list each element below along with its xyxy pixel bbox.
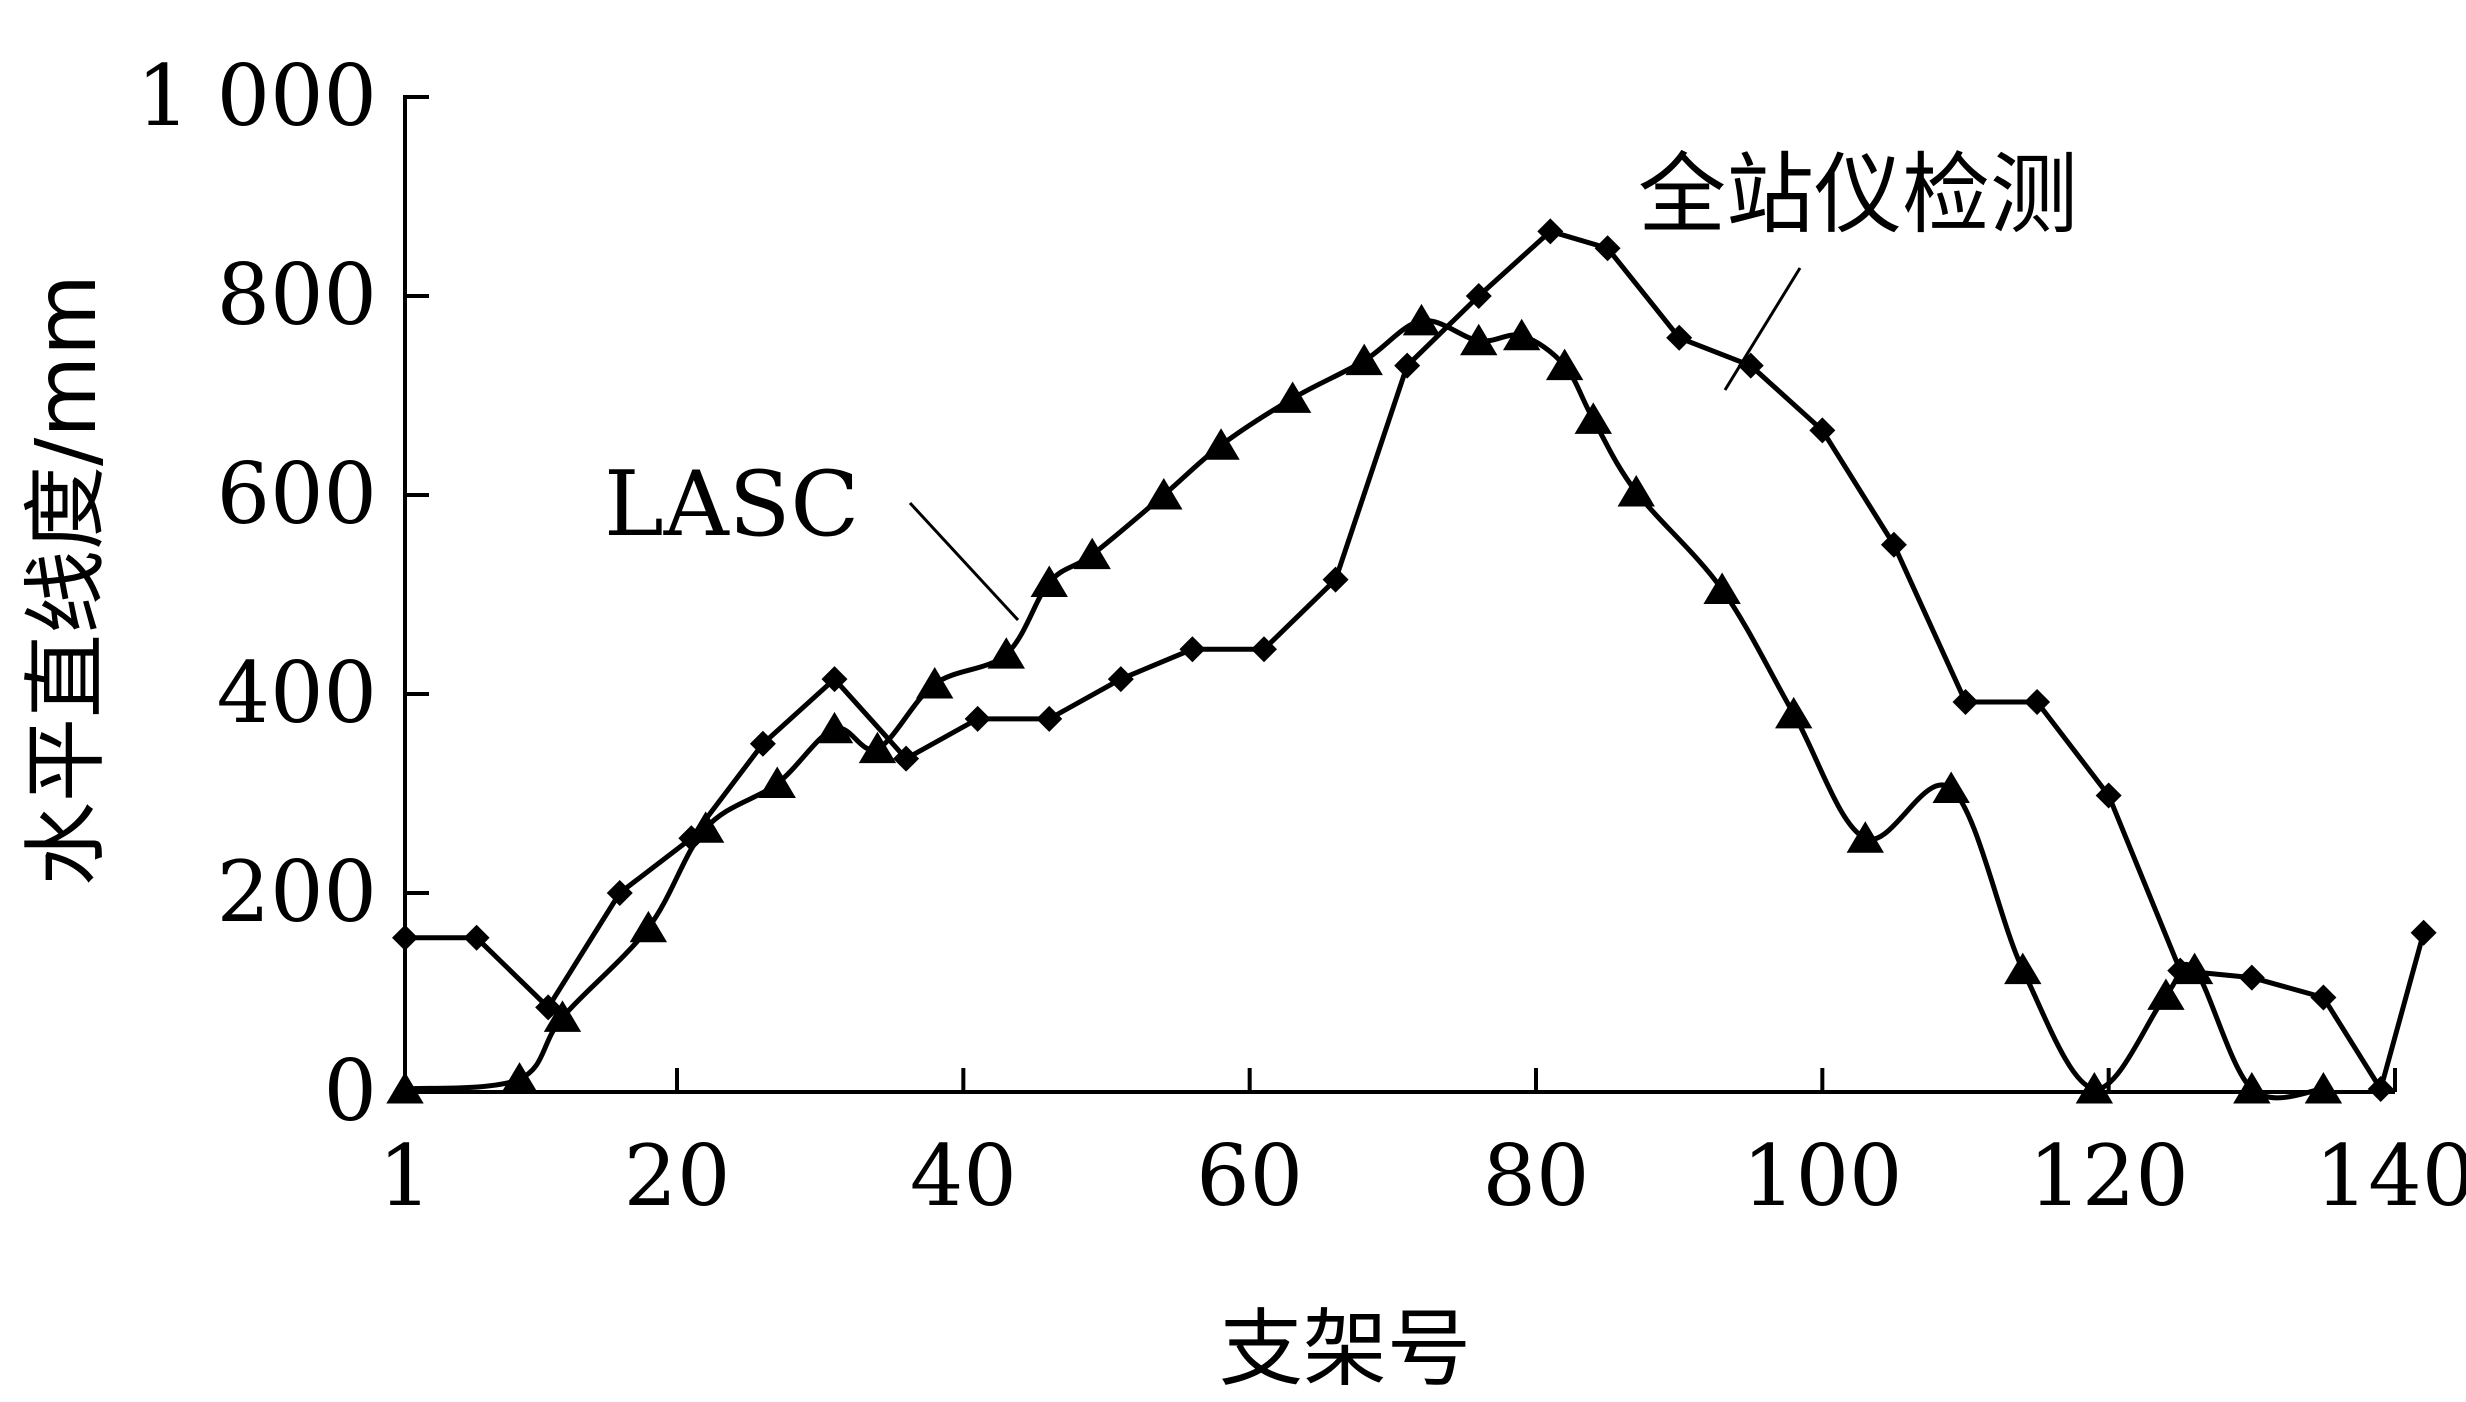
x-tick-label: 60 xyxy=(1196,1127,1303,1225)
y-ticks: 0 200 400 600 800 1 000 xyxy=(137,47,429,1140)
data-point-triangle xyxy=(1460,323,1498,356)
data-point-triangle xyxy=(2175,952,2214,985)
y-tick-label: 1 000 xyxy=(137,47,377,145)
data-point-triangle xyxy=(1402,303,1441,336)
data-point-triangle xyxy=(1703,572,1741,604)
annotation-lasc: LASC xyxy=(604,452,859,557)
y-tick-label: 200 xyxy=(217,843,377,941)
series-line xyxy=(405,228,2427,1092)
series-layer xyxy=(386,218,2437,1104)
data-point-triangle xyxy=(1545,348,1584,381)
data-point-diamond xyxy=(2367,1076,2394,1103)
data-point-triangle xyxy=(987,637,1025,669)
data-point-triangle xyxy=(1932,771,1970,803)
data-point-diamond xyxy=(2310,984,2337,1011)
data-point-triangle xyxy=(1775,696,1813,729)
data-point-diamond xyxy=(1952,688,1979,715)
y-tick-label: 800 xyxy=(217,246,377,344)
series-total-station xyxy=(392,218,2437,1103)
data-point-triangle xyxy=(1145,478,1183,510)
data-point-triangle xyxy=(2004,952,2042,985)
x-tick-label: 20 xyxy=(624,1127,731,1225)
data-point-triangle xyxy=(686,811,725,843)
annotation-total-station: 全站仪检测 xyxy=(1638,143,2078,246)
data-point-triangle xyxy=(500,1062,539,1094)
y-tick-label: 400 xyxy=(217,644,377,742)
x-axis-title: 支架号 xyxy=(1219,1300,1471,1398)
data-point-triangle xyxy=(1574,402,1612,434)
data-point-diamond xyxy=(2095,782,2122,809)
data-point-triangle xyxy=(2075,1072,2114,1104)
data-point-diamond xyxy=(606,880,633,906)
data-point-triangle xyxy=(758,766,796,798)
y-tick-label: 0 xyxy=(324,1042,377,1140)
data-point-diamond xyxy=(1179,636,1206,663)
data-point-triangle xyxy=(2147,978,2185,1010)
axes xyxy=(403,95,2395,1094)
data-point-diamond xyxy=(1465,283,1492,309)
data-point-diamond xyxy=(749,730,776,757)
data-point-diamond xyxy=(821,666,848,693)
data-point-triangle xyxy=(1202,428,1240,460)
data-point-diamond xyxy=(392,924,418,951)
data-point-diamond xyxy=(964,705,991,732)
data-point-diamond xyxy=(463,924,490,951)
data-point-diamond xyxy=(893,745,920,772)
x-tick-label: 100 xyxy=(1742,1127,1902,1225)
y-axis-title: 水平直线度/mm xyxy=(17,274,115,886)
x-tick-label: 80 xyxy=(1483,1127,1590,1225)
data-point-diamond xyxy=(1809,417,1836,444)
data-point-triangle xyxy=(858,731,897,764)
x-ticks: 1 20 40 60 80 100 120 140 xyxy=(378,1068,2466,1225)
data-point-triangle xyxy=(2233,1072,2271,1104)
annotation-leader-total-station xyxy=(1723,267,1802,391)
data-point-diamond xyxy=(1036,705,1063,732)
annotation-layer: LASC 全站仪检测 xyxy=(604,143,2078,622)
data-point-diamond xyxy=(2238,964,2265,991)
data-point-diamond xyxy=(1880,531,1907,558)
data-point-diamond xyxy=(1322,566,1349,593)
data-point-diamond xyxy=(1666,324,1693,351)
data-point-triangle xyxy=(1846,821,1884,853)
data-point-diamond xyxy=(1594,235,1621,262)
data-point-diamond xyxy=(2024,688,2051,715)
data-point-triangle xyxy=(1502,318,1541,351)
data-point-diamond xyxy=(1537,218,1564,245)
data-point-triangle xyxy=(386,1072,424,1104)
data-point-diamond xyxy=(2410,919,2437,946)
data-point-triangle xyxy=(815,711,854,744)
data-point-diamond xyxy=(1250,636,1277,663)
y-tick-label: 600 xyxy=(217,445,377,543)
data-point-diamond xyxy=(1107,666,1134,693)
data-point-triangle xyxy=(543,1000,582,1032)
series-lasc xyxy=(386,303,2343,1104)
x-tick-label: 1 xyxy=(378,1127,431,1225)
data-point-triangle xyxy=(916,667,954,699)
data-point-triangle xyxy=(629,910,668,943)
data-point-triangle xyxy=(1273,381,1312,413)
data-point-triangle xyxy=(1345,343,1383,376)
x-tick-label: 40 xyxy=(910,1127,1017,1225)
annotation-leader-lasc xyxy=(908,501,1020,622)
x-tick-label: 120 xyxy=(2028,1127,2188,1225)
data-point-triangle xyxy=(1030,565,1068,598)
data-point-triangle xyxy=(1073,537,1111,570)
data-point-triangle xyxy=(1617,475,1655,507)
data-point-triangle xyxy=(2304,1072,2343,1104)
data-point-diamond xyxy=(1394,352,1421,379)
x-tick-label: 140 xyxy=(2315,1127,2466,1225)
